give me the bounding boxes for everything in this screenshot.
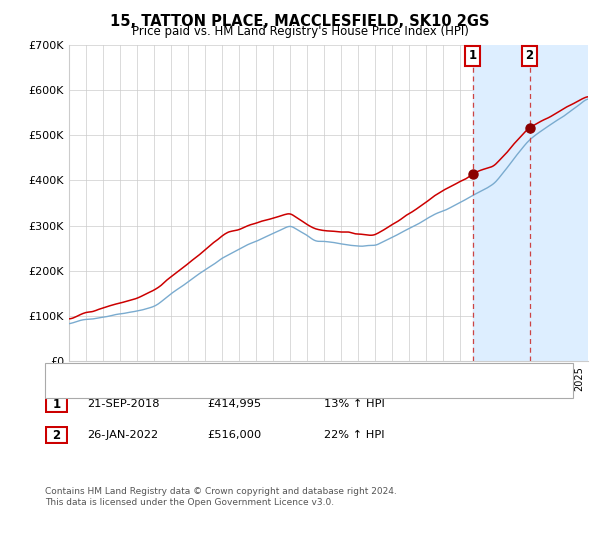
Text: 26-JAN-2022: 26-JAN-2022 — [87, 430, 158, 440]
Text: 1: 1 — [469, 49, 476, 62]
Text: 15, TATTON PLACE, MACCLESFIELD, SK10 2GS (detached house): 15, TATTON PLACE, MACCLESFIELD, SK10 2GS… — [85, 369, 419, 379]
Text: 21-SEP-2018: 21-SEP-2018 — [87, 399, 160, 409]
Text: HPI: Average price, detached house, Cheshire East: HPI: Average price, detached house, Ches… — [85, 382, 349, 392]
Text: £516,000: £516,000 — [207, 430, 261, 440]
Text: Contains HM Land Registry data © Crown copyright and database right 2024.
This d: Contains HM Land Registry data © Crown c… — [45, 487, 397, 507]
Text: 1: 1 — [52, 398, 61, 411]
Bar — [473, 45, 590, 361]
Text: 22% ↑ HPI: 22% ↑ HPI — [324, 430, 385, 440]
Text: 15, TATTON PLACE, MACCLESFIELD, SK10 2GS: 15, TATTON PLACE, MACCLESFIELD, SK10 2GS — [110, 14, 490, 29]
Text: £414,995: £414,995 — [207, 399, 261, 409]
Text: 2: 2 — [526, 49, 533, 62]
Text: Price paid vs. HM Land Registry's House Price Index (HPI): Price paid vs. HM Land Registry's House … — [131, 25, 469, 38]
FancyBboxPatch shape — [46, 427, 67, 443]
Text: 13% ↑ HPI: 13% ↑ HPI — [324, 399, 385, 409]
FancyBboxPatch shape — [46, 396, 67, 412]
Text: 2: 2 — [52, 428, 61, 442]
